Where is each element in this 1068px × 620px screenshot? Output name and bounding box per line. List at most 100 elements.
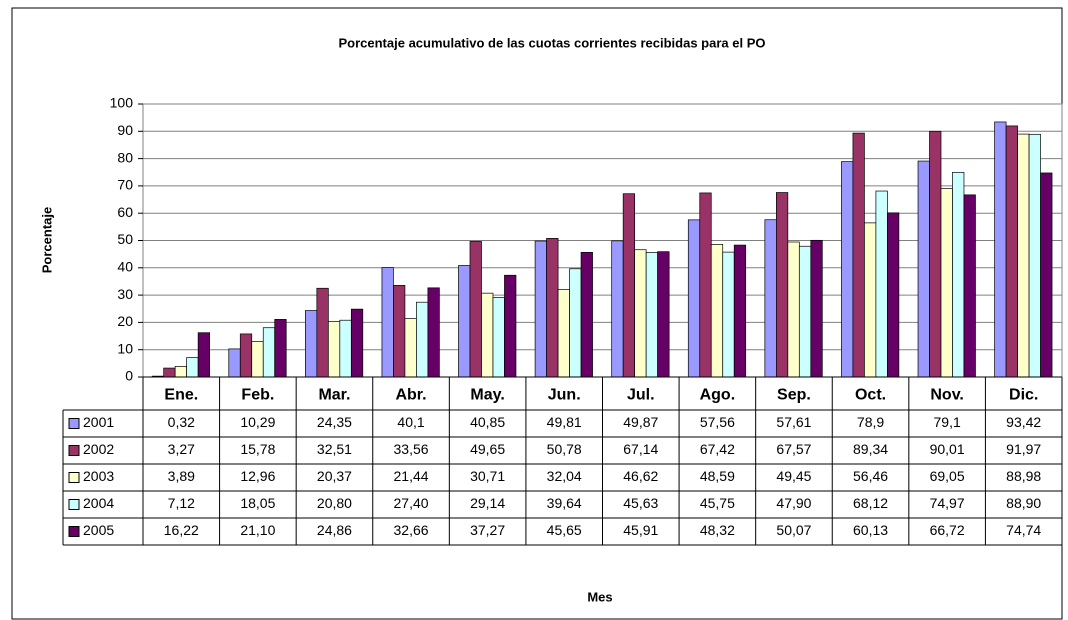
y-tick-label: 30 bbox=[117, 286, 133, 302]
x-tick-label: Jun. bbox=[548, 387, 581, 404]
bar bbox=[228, 348, 241, 378]
bar bbox=[852, 132, 865, 378]
legend-key bbox=[68, 418, 80, 429]
table-cell: 24,86 bbox=[317, 522, 352, 538]
table-cell: 45,63 bbox=[623, 495, 658, 511]
y-tick-label: 40 bbox=[117, 259, 133, 275]
x-tick-label: Nov. bbox=[930, 387, 963, 404]
table-cell: 40,85 bbox=[470, 414, 505, 430]
table-cell: 68,12 bbox=[853, 495, 888, 511]
bar bbox=[469, 241, 482, 378]
table-cell: 33,56 bbox=[394, 441, 429, 457]
bar bbox=[381, 267, 394, 378]
bar bbox=[864, 222, 877, 378]
bar bbox=[458, 265, 471, 378]
table-cell: 88,90 bbox=[1006, 495, 1041, 511]
table-cell: 45,91 bbox=[623, 522, 658, 538]
bar bbox=[350, 308, 364, 378]
bar bbox=[262, 327, 276, 378]
bar bbox=[841, 161, 854, 378]
bar bbox=[416, 301, 429, 378]
bar bbox=[733, 244, 747, 378]
bar bbox=[239, 333, 253, 378]
table-cell: 45,65 bbox=[547, 522, 582, 538]
bar bbox=[174, 366, 188, 378]
bar bbox=[952, 171, 965, 378]
legend-label: 2004 bbox=[83, 495, 114, 511]
table-cell: 24,35 bbox=[317, 414, 352, 430]
legend-key bbox=[68, 526, 80, 537]
bar bbox=[775, 192, 789, 378]
x-tick-label: Ago. bbox=[700, 387, 736, 404]
bar bbox=[1040, 172, 1053, 378]
bar bbox=[699, 192, 712, 378]
bar bbox=[534, 240, 547, 378]
bar bbox=[657, 251, 670, 378]
table-cell: 49,65 bbox=[470, 441, 505, 457]
bar bbox=[427, 287, 440, 378]
bar bbox=[929, 130, 942, 378]
bar bbox=[875, 190, 888, 378]
table-cell: 46,62 bbox=[623, 468, 658, 484]
bar bbox=[580, 252, 593, 378]
bar bbox=[622, 193, 636, 378]
legend-key bbox=[68, 472, 80, 483]
bar bbox=[1005, 125, 1018, 378]
table-cell: 56,46 bbox=[853, 468, 888, 484]
table-cell: 0,32 bbox=[168, 414, 195, 430]
bar bbox=[787, 241, 800, 378]
bar bbox=[339, 319, 352, 378]
table-cell: 3,89 bbox=[168, 468, 195, 484]
table-cell: 91,97 bbox=[1006, 441, 1041, 457]
table-cell: 20,37 bbox=[317, 468, 352, 484]
legend-label: 2001 bbox=[83, 414, 114, 430]
y-tick-label: 90 bbox=[117, 122, 133, 138]
y-tick-label: 70 bbox=[117, 177, 133, 193]
bar bbox=[798, 245, 812, 378]
x-tick-label: Sep. bbox=[777, 387, 811, 404]
bar bbox=[634, 249, 647, 378]
bar bbox=[994, 121, 1007, 378]
table-cell: 21,10 bbox=[240, 522, 275, 538]
table-cell: 74,97 bbox=[930, 495, 965, 511]
bar bbox=[504, 274, 517, 378]
bar bbox=[305, 310, 318, 378]
table-cell: 32,51 bbox=[317, 441, 352, 457]
bar bbox=[710, 243, 724, 378]
bar bbox=[316, 287, 329, 378]
table-cell: 88,98 bbox=[1006, 468, 1041, 484]
x-tick-label: Oct. bbox=[855, 387, 886, 404]
table-cell: 39,64 bbox=[547, 495, 582, 511]
x-tick-label: May. bbox=[470, 387, 504, 404]
table-cell: 89,34 bbox=[853, 441, 888, 457]
table-cell: 67,57 bbox=[776, 441, 811, 457]
table-cell: 79,1 bbox=[934, 414, 961, 430]
bar bbox=[274, 319, 287, 378]
table-cell: 27,40 bbox=[394, 495, 429, 511]
table-cell: 60,13 bbox=[853, 522, 888, 538]
bar bbox=[492, 297, 505, 378]
x-tick-label: Jul. bbox=[627, 387, 655, 404]
bar bbox=[1028, 133, 1041, 378]
table-cell: 67,14 bbox=[623, 441, 658, 457]
bar bbox=[557, 289, 570, 378]
table-cell: 7,12 bbox=[168, 495, 195, 511]
table-cell: 48,59 bbox=[700, 468, 735, 484]
y-axis-label: Porcentaje bbox=[39, 207, 54, 273]
x-tick-label: Feb. bbox=[241, 387, 274, 404]
bar bbox=[163, 367, 176, 378]
table-cell: 40,1 bbox=[397, 414, 424, 430]
table-cell: 66,72 bbox=[930, 522, 965, 538]
table-cell: 67,42 bbox=[700, 441, 735, 457]
table-cell: 57,56 bbox=[700, 414, 735, 430]
y-tick-label: 100 bbox=[110, 95, 134, 111]
chart-title: Porcentaje acumulativo de las cuotas cor… bbox=[338, 35, 765, 50]
x-tick-label: Dic. bbox=[1009, 387, 1038, 404]
table-cell: 49,81 bbox=[547, 414, 582, 430]
table-cell: 3,27 bbox=[168, 441, 195, 457]
table-cell: 74,74 bbox=[1006, 522, 1041, 538]
x-tick-label: Abr. bbox=[395, 387, 426, 404]
table-cell: 16,22 bbox=[164, 522, 199, 538]
y-tick-label: 60 bbox=[117, 204, 133, 220]
